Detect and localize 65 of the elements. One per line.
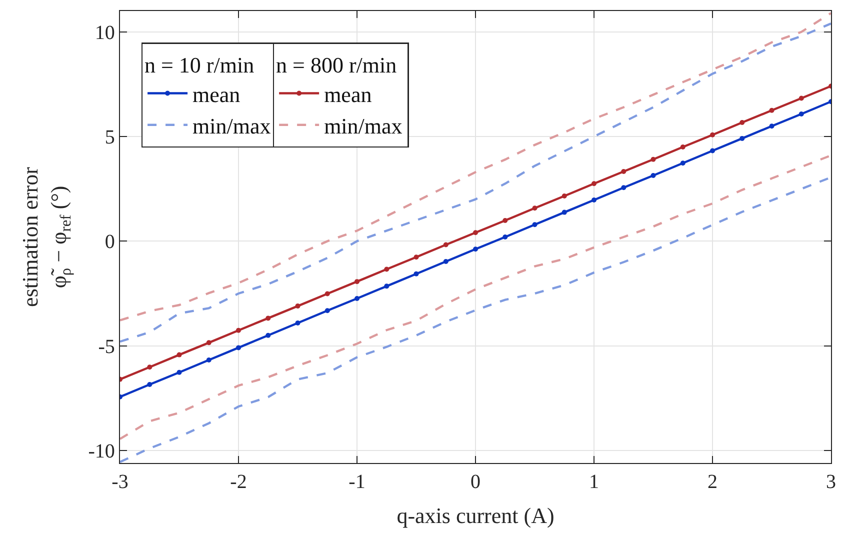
point [473,230,478,236]
y-tick-label: -10 [88,440,115,462]
x-tick-label: -3 [112,471,128,494]
point [354,279,360,284]
point [650,172,656,178]
text: n = 10 r/min [144,52,254,78]
point [621,185,626,190]
point [206,340,212,346]
x-tick-label: 2 [708,471,718,494]
point [473,246,478,252]
point [502,234,508,240]
point [176,352,182,358]
point [384,266,390,272]
point [592,181,596,186]
point [769,108,774,113]
point [443,242,448,248]
point [414,271,419,276]
legend-label: mean [192,82,240,107]
point [266,332,271,338]
x-tick-label: -2 [230,471,247,494]
point [562,193,567,198]
point [176,370,182,375]
point [740,136,745,141]
x-tick-label: -1 [348,471,366,494]
point [295,304,300,309]
y-tick-label: 5 [104,126,115,149]
point [414,254,419,260]
point [562,210,567,215]
point [710,132,715,138]
x-tick-label: 1 [589,471,599,494]
point [798,96,804,101]
point [236,345,241,350]
point [592,197,596,202]
point [324,308,330,314]
point [740,120,745,126]
point [236,328,241,333]
legend-label: mean [324,82,372,107]
point [502,218,508,223]
point [384,284,390,289]
point [147,364,152,370]
x-tick-label: 3 [826,471,836,494]
point [206,358,212,363]
point [621,169,626,174]
point [680,144,686,150]
point [710,148,715,154]
point [680,160,686,166]
point [798,111,804,116]
point [147,382,152,388]
x-tick-label: 0 [470,471,480,494]
x-axis-title: q-axis current (A) [396,503,554,528]
point [295,320,300,326]
y-tick-label: 0 [104,231,115,254]
legend-label: min/max [192,113,271,138]
point [266,316,271,321]
point [324,291,330,296]
legend-label: min/max [324,113,402,138]
y-tick-label: -5 [98,336,115,358]
point [443,258,448,264]
point [650,156,656,162]
point [354,296,360,302]
text: n = 800 r/min [276,52,397,78]
point [769,124,774,129]
point [532,222,538,228]
point [532,206,538,211]
y-tick-label: 10 [94,22,115,44]
